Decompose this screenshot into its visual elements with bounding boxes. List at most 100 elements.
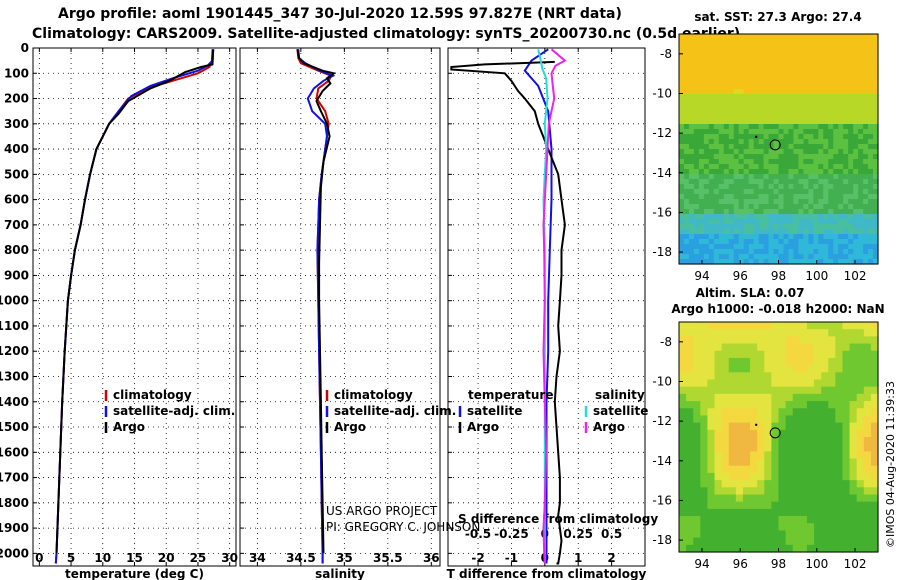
map-cell — [842, 408, 851, 417]
map-cell — [813, 109, 819, 115]
map-cell — [713, 159, 720, 165]
map-cell — [698, 69, 705, 75]
map-cell — [843, 149, 849, 155]
map-cell — [683, 194, 690, 200]
map-cell — [743, 104, 750, 110]
map-cell — [788, 109, 795, 115]
map-cell — [808, 69, 814, 75]
map-cell — [748, 239, 755, 245]
map-cell — [721, 408, 730, 417]
map-cell — [708, 159, 715, 165]
map-cell — [808, 234, 814, 240]
map-cell — [821, 501, 829, 510]
map-cell — [835, 336, 844, 345]
map-cell — [679, 336, 687, 345]
map-cell — [838, 184, 844, 190]
map-cell — [863, 194, 869, 200]
map-cell — [771, 408, 780, 417]
map-cell — [848, 209, 854, 215]
map-cell — [848, 239, 854, 245]
map-cell — [833, 169, 839, 175]
map-cell — [806, 401, 815, 409]
map-cell — [823, 34, 829, 40]
map-cell — [686, 544, 694, 553]
map-cell — [863, 139, 869, 145]
map-cell — [818, 44, 824, 50]
map-cell — [763, 104, 770, 110]
map-cell — [698, 109, 705, 115]
map-cell — [828, 164, 834, 170]
map-cell — [823, 204, 829, 210]
map-cell — [773, 259, 780, 265]
map-cell — [858, 244, 864, 250]
map-cell — [808, 44, 814, 50]
map-cell — [728, 154, 735, 160]
map-cell — [858, 254, 864, 260]
map-cell — [858, 174, 864, 180]
map-cell — [849, 451, 858, 460]
map-cell — [700, 408, 709, 417]
map-cell — [679, 124, 685, 130]
map-cell — [833, 209, 839, 215]
map-cell — [848, 174, 854, 180]
map-cell — [813, 164, 819, 170]
map-cell — [757, 365, 765, 373]
map-cell — [703, 64, 710, 70]
map-cell — [788, 239, 795, 245]
map-cell — [757, 422, 765, 431]
map-cell — [735, 336, 744, 345]
map-cell — [808, 199, 814, 205]
series-line-s_argo — [542, 48, 567, 564]
map-cell — [828, 179, 834, 185]
map-cell — [700, 487, 709, 496]
map-cell — [833, 149, 839, 155]
map-cell — [798, 104, 804, 110]
map-cell — [783, 84, 790, 90]
map-cell — [785, 386, 794, 395]
map-cell — [778, 119, 785, 125]
legend-group-title: temperature — [468, 388, 553, 402]
map-cell — [806, 516, 815, 524]
map-cell — [758, 209, 765, 215]
map-cell — [843, 64, 849, 70]
map-cell — [799, 472, 808, 481]
map-cell — [843, 144, 849, 150]
map-cell — [693, 544, 701, 553]
map-cell — [788, 134, 795, 140]
map-cell — [748, 214, 755, 220]
map-cell — [738, 244, 745, 250]
map-cell — [763, 234, 770, 240]
map-cell — [679, 34, 685, 40]
map-cell — [798, 214, 804, 220]
map-cell — [808, 224, 814, 230]
map-cell — [828, 69, 834, 75]
map-cell — [868, 34, 874, 40]
map-cell — [713, 119, 720, 125]
map-cell — [721, 422, 730, 431]
map-cell — [768, 174, 775, 180]
map-cell — [683, 94, 690, 100]
map-cell — [858, 84, 864, 90]
map-cell — [713, 164, 720, 170]
map-cell — [743, 89, 750, 95]
map-cell — [842, 537, 851, 546]
map-cell — [856, 401, 865, 409]
map-cell — [858, 119, 864, 125]
map-cell — [849, 444, 858, 452]
map-cell — [768, 44, 775, 50]
map-cell — [873, 69, 879, 75]
map-cell — [703, 239, 710, 245]
map-cell — [768, 34, 775, 40]
map-cell — [757, 357, 765, 366]
map-cell — [853, 104, 859, 110]
map-cell — [743, 229, 750, 235]
map-cell — [856, 393, 865, 402]
map-cell — [863, 214, 869, 220]
map-cell — [821, 343, 829, 352]
map-cell — [683, 154, 690, 160]
map-cell — [742, 480, 751, 488]
map-cell — [757, 451, 765, 460]
map-cell — [778, 322, 787, 330]
map-cell — [842, 465, 851, 474]
map-cell — [707, 415, 716, 424]
